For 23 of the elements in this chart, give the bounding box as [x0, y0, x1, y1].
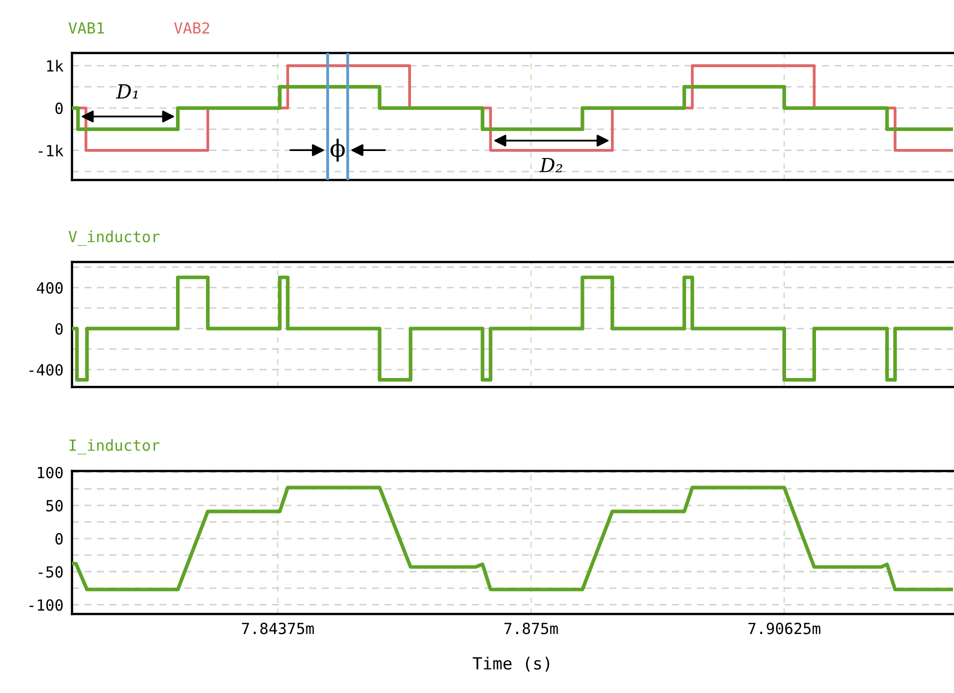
y-tick-label: -400: [30, 364, 63, 376]
annotation: D₁: [116, 84, 138, 99]
text: VAB1: [68, 22, 104, 34]
y-tick-label: 400: [36, 282, 63, 294]
annotation: D₂: [539, 158, 562, 172]
x-tick-label: 7.90625m: [748, 622, 820, 634]
y-tick-label: -100: [30, 599, 63, 611]
y-tick-label: 0: [55, 533, 63, 545]
y-tick-label: -1k: [38, 144, 64, 156]
y-tick-label: 0: [55, 102, 63, 114]
x-axis-title: Time (s): [472, 656, 550, 672]
y-tick-label: 100: [38, 466, 63, 478]
line-series: [72, 486, 953, 592]
text: I_inductor: [70, 439, 160, 454]
annotation: ϕ: [330, 138, 345, 162]
x-tick-label: 7.84375m: [242, 622, 314, 634]
y-tick-label: 1k: [47, 60, 64, 72]
y-tick-label: 0: [55, 323, 63, 335]
y-tick-label: -50: [38, 566, 63, 578]
x-tick-label: 7.875m: [504, 622, 558, 634]
y-tick-label: 50: [46, 500, 63, 512]
text: VAB2: [174, 22, 210, 34]
text: V_inductor: [68, 230, 160, 246]
